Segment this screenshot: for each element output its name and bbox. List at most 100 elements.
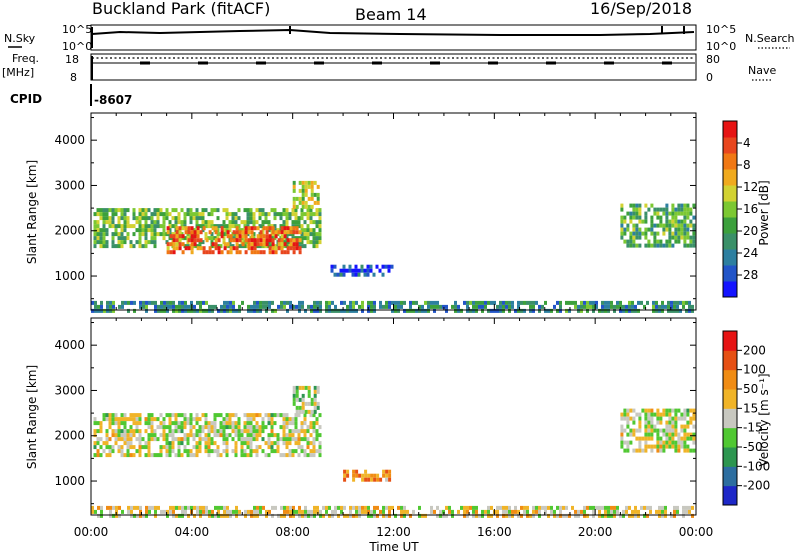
data-cell: [96, 236, 100, 241]
data-cell: [132, 216, 136, 221]
data-cell: [114, 433, 118, 438]
data-cell: [351, 272, 355, 277]
data-cell: [268, 246, 272, 251]
data-cell: [289, 242, 293, 247]
data-cell: [162, 228, 166, 233]
data-cell: [664, 505, 667, 510]
data-cell: [644, 436, 648, 441]
data-cell: [246, 425, 250, 430]
data-cell: [166, 304, 169, 309]
data-cell: [120, 417, 124, 422]
data-cell: [532, 304, 535, 309]
data-cell: [220, 308, 223, 313]
data-cell: [156, 232, 160, 237]
data-cell: [195, 433, 199, 438]
data-cell: [656, 444, 660, 449]
data-cell: [454, 308, 457, 313]
data-cell: [123, 228, 127, 233]
data-cell: [271, 226, 275, 231]
data-cell: [355, 505, 358, 510]
data-cell: [457, 509, 460, 514]
data-cell: [650, 424, 654, 429]
data-cell: [683, 408, 687, 413]
data-cell: [601, 505, 604, 510]
data-cell: [123, 421, 127, 426]
data-cell: [108, 413, 112, 418]
colorbar-tick-label: 16: [743, 202, 758, 216]
data-cell: [141, 216, 145, 221]
data-cell: [665, 215, 669, 220]
data-cell: [207, 433, 211, 438]
data-cell: [285, 212, 289, 217]
data-cell: [607, 300, 610, 305]
data-cell: [607, 304, 610, 309]
data-cell: [312, 441, 316, 446]
data-cell: [130, 513, 133, 518]
data-cell: [310, 308, 313, 313]
data-cell: [186, 453, 190, 458]
data-cell: [280, 513, 283, 518]
data-cell: [649, 505, 652, 510]
data-cell: [649, 509, 652, 514]
data-cell: [635, 412, 639, 417]
data-cell: [223, 513, 226, 518]
data-cell: [325, 304, 328, 309]
data-cell: [318, 445, 322, 450]
data-cell: [129, 413, 133, 418]
data-cell: [226, 308, 229, 313]
data-cell: [331, 300, 334, 305]
data-cell: [381, 264, 385, 269]
data-cell: [243, 421, 247, 426]
data-cell: [436, 505, 439, 510]
data-cell: [99, 236, 103, 241]
data-cell: [234, 429, 238, 434]
data-cell: [126, 236, 130, 241]
data-cell: [297, 224, 301, 229]
data-cell: [306, 441, 310, 446]
data-cell: [132, 417, 136, 422]
data-cell: [121, 304, 124, 309]
data-cell: [676, 300, 679, 305]
data-cell: [367, 304, 370, 309]
data-cell: [653, 211, 657, 216]
data-cell: [199, 230, 203, 235]
data-cell: [285, 216, 289, 221]
colorbar-segment: [723, 201, 737, 218]
data-cell: [271, 308, 274, 313]
data-cell: [229, 300, 232, 305]
data-cell: [300, 240, 304, 245]
data-cell: [355, 509, 358, 514]
data-cell: [135, 228, 139, 233]
data-cell: [141, 208, 145, 213]
data-cell: [352, 304, 355, 309]
data-cell: [346, 513, 349, 518]
data-cell: [674, 440, 678, 445]
data-cell: [243, 220, 247, 225]
data-cell: [234, 224, 238, 229]
data-cell: [201, 425, 205, 430]
data-cell: [475, 300, 478, 305]
data-cell: [397, 308, 400, 313]
data-cell: [668, 223, 672, 228]
data-cell: [189, 429, 193, 434]
data-cell: [231, 216, 235, 221]
data-cell: [91, 308, 94, 313]
data-cell: [613, 513, 616, 518]
data-cell: [204, 449, 208, 454]
data-cell: [463, 513, 466, 518]
data-cell: [175, 308, 178, 313]
data-cell: [689, 436, 693, 441]
data-cell: [580, 300, 583, 305]
data-cell: [400, 509, 403, 514]
data-cell: [94, 308, 97, 313]
data-cell: [145, 308, 148, 313]
cpid-row: CPID -8607: [10, 84, 132, 107]
data-cell: [301, 196, 305, 201]
data-cell: [93, 453, 97, 458]
data-cell: [316, 192, 320, 197]
data-cell: [108, 224, 112, 229]
data-cell: [303, 453, 307, 458]
data-cell: [190, 300, 193, 305]
data-cell: [117, 449, 121, 454]
data-cell: [298, 300, 301, 305]
